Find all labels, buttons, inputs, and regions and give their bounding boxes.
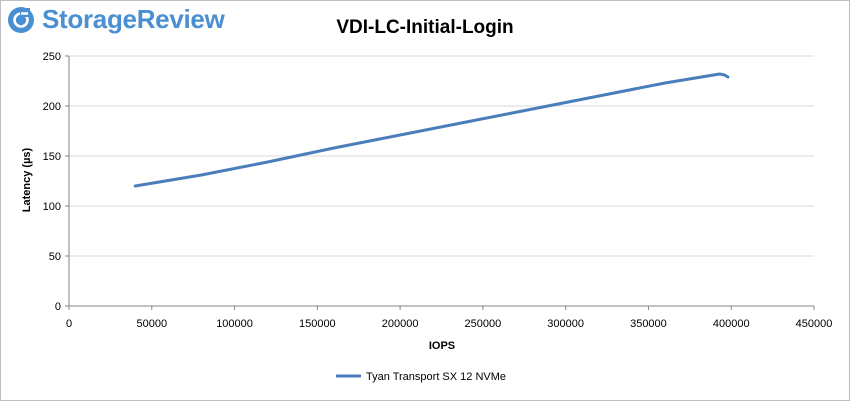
y-tick-label: 150 <box>43 151 61 163</box>
legend: Tyan Transport SX 12 NVMe <box>336 371 506 383</box>
x-tick-label: 300000 <box>547 318 584 330</box>
legend-label: Tyan Transport SX 12 NVMe <box>366 371 506 383</box>
axes <box>65 55 815 310</box>
brand-name: StorageReview <box>42 4 225 34</box>
y-tick-label: 50 <box>49 251 61 263</box>
x-tick-labels: 0 50000 100000 150000 200000 250000 300000 3500… <box>66 318 832 330</box>
x-tick-label: 50000 <box>136 318 167 330</box>
y-tick-label: 200 <box>43 101 61 113</box>
y-tick-label: 0 <box>55 301 61 313</box>
y-tick-label: 100 <box>43 201 61 213</box>
y-tick-label: 250 <box>43 51 61 63</box>
y-tick-labels: 0 50 100 150 200 250 <box>43 51 61 313</box>
x-tick-label: 200000 <box>382 318 419 330</box>
storagereview-logo-icon <box>8 6 34 33</box>
brand-logo: StorageReview <box>6 4 225 35</box>
x-tick-label: 350000 <box>630 318 667 330</box>
series-line <box>133 72 730 188</box>
x-tick-label: 150000 <box>299 318 336 330</box>
x-axis-label: IOPS <box>429 340 455 352</box>
chart-title: VDI-LC-Initial-Login <box>336 17 513 38</box>
gridlines <box>69 55 814 257</box>
x-tick-label: 400000 <box>713 318 750 330</box>
y-axis-label: Latency (µs) <box>21 147 33 212</box>
x-tick-label: 0 <box>66 318 72 330</box>
x-tick-label: 100000 <box>216 318 253 330</box>
x-tick-label: 450000 <box>796 318 833 330</box>
series-lines <box>133 72 730 188</box>
x-tick-label: 250000 <box>465 318 502 330</box>
